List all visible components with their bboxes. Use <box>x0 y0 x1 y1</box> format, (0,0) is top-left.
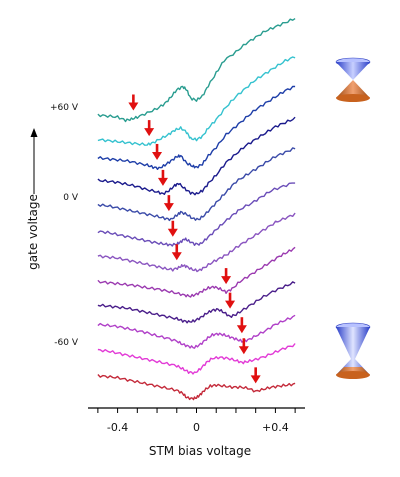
up-arrow-head <box>30 128 38 137</box>
dip-arrow-0 <box>128 94 139 111</box>
dip-arrow-7 <box>221 268 232 285</box>
dip-arrow-8 <box>225 292 236 309</box>
y-axis-label: gate voltage <box>26 194 40 270</box>
dip-arrows <box>128 94 261 384</box>
dip-arrow-5 <box>167 220 178 237</box>
dip-arrow-9 <box>236 317 247 334</box>
y-axis-annotation: gate voltage <box>26 128 40 270</box>
x-axis-label: STM bias voltage <box>149 444 251 458</box>
gate-voltage-label: +60 V <box>50 103 79 113</box>
dirac-cone-icon <box>335 322 371 379</box>
spectrum-line-6 <box>97 212 296 273</box>
spectrum-line-9 <box>97 314 296 349</box>
spectrum-line-1 <box>97 56 296 146</box>
x-tick-label: -0.4 <box>107 421 128 434</box>
spectrum-line-3 <box>97 116 296 196</box>
spectrum-line-5 <box>97 182 296 247</box>
x-ticks <box>97 408 296 413</box>
dirac-cone-icon <box>335 57 371 102</box>
x-tick-labels: -0.4 0 +0.4 <box>107 421 289 434</box>
x-tick-label: 0 <box>193 421 200 434</box>
spectrum-line-0 <box>97 18 296 123</box>
dip-arrow-11 <box>250 367 261 384</box>
gate-voltage-label: 0 V <box>63 193 79 203</box>
x-tick-label: +0.4 <box>262 421 289 434</box>
dip-arrow-4 <box>163 195 174 212</box>
dip-arrow-1 <box>144 120 155 137</box>
gate-voltage-label: -60 V <box>54 338 79 348</box>
spectrum-line-8 <box>97 281 296 324</box>
spectrum-line-10 <box>97 343 296 375</box>
spectrum-line-11 <box>97 374 296 401</box>
x-axis: -0.4 0 +0.4 STM bias voltage <box>88 407 305 458</box>
dip-arrow-10 <box>238 338 249 355</box>
spectrum-line-4 <box>97 147 296 222</box>
spectra-curves <box>97 18 296 401</box>
dip-arrow-6 <box>171 244 182 261</box>
spectrum-line-2 <box>97 85 296 170</box>
gate-voltage-labels: +60 V 0 V -60 V <box>50 103 79 348</box>
dip-arrow-2 <box>152 143 163 160</box>
dip-arrow-3 <box>157 169 168 186</box>
spectrum-line-7 <box>97 246 296 298</box>
